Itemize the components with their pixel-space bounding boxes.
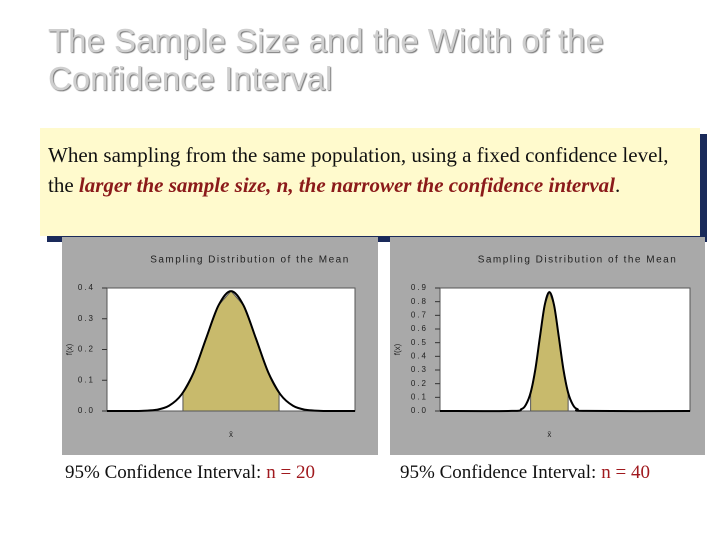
x-axis-label: x̄ xyxy=(229,430,233,439)
slide-title: The Sample Size and the Width of the Con… xyxy=(48,22,604,97)
y-tick-label: 0.3 xyxy=(78,314,95,323)
y-tick-label: 0.4 xyxy=(78,283,95,292)
ci-area xyxy=(182,290,280,412)
caption-n: n = 40 xyxy=(601,462,650,483)
y-tick-label: 0.5 xyxy=(411,338,428,347)
plot-area xyxy=(106,287,356,412)
plot-area xyxy=(439,287,691,412)
density-curve xyxy=(106,290,356,413)
caption-text: 95% Confidence Interval: xyxy=(65,462,261,483)
y-tick-label: 0.6 xyxy=(411,324,428,333)
chart-title: Sampling Distribution of the Mean xyxy=(478,255,678,266)
emphasis-text: larger the sample size, n, the narrower … xyxy=(78,173,615,197)
ci-area xyxy=(530,290,569,412)
text-box: When sampling from the same population, … xyxy=(40,128,700,236)
y-tick-label: 0.2 xyxy=(411,379,428,388)
y-tick-label: 0.0 xyxy=(411,406,428,415)
y-tick-label: 0.3 xyxy=(411,365,428,374)
caption: 95% Confidence Interval: n = 40 xyxy=(400,462,650,483)
x-axis-label: x̄ xyxy=(547,430,551,439)
density-curve xyxy=(439,291,691,413)
chart-panel xyxy=(390,237,705,455)
caption: 95% Confidence Interval: n = 20 xyxy=(65,462,315,483)
y-tick-label: 0.7 xyxy=(411,310,428,319)
y-tick-label: 0.4 xyxy=(411,351,428,360)
y-tick-label: 0.0 xyxy=(78,406,95,415)
chart-panel xyxy=(62,237,378,455)
caption-text: 95% Confidence Interval: xyxy=(400,462,596,483)
y-tick-label: 0.9 xyxy=(411,283,428,292)
body-text: . xyxy=(615,173,621,197)
body-text: When sampling from the same population, … xyxy=(48,143,669,197)
y-axis-label: f(x) xyxy=(393,343,402,355)
chart-title: Sampling Distribution of the Mean xyxy=(150,255,350,266)
y-tick-label: 0.2 xyxy=(78,345,95,354)
y-tick-label: 0.1 xyxy=(411,392,428,401)
y-axis-label: f(x) xyxy=(65,343,74,355)
caption-n: n = 20 xyxy=(266,462,315,483)
y-tick-label: 0.8 xyxy=(411,297,428,306)
y-tick-label: 0.1 xyxy=(78,375,95,384)
